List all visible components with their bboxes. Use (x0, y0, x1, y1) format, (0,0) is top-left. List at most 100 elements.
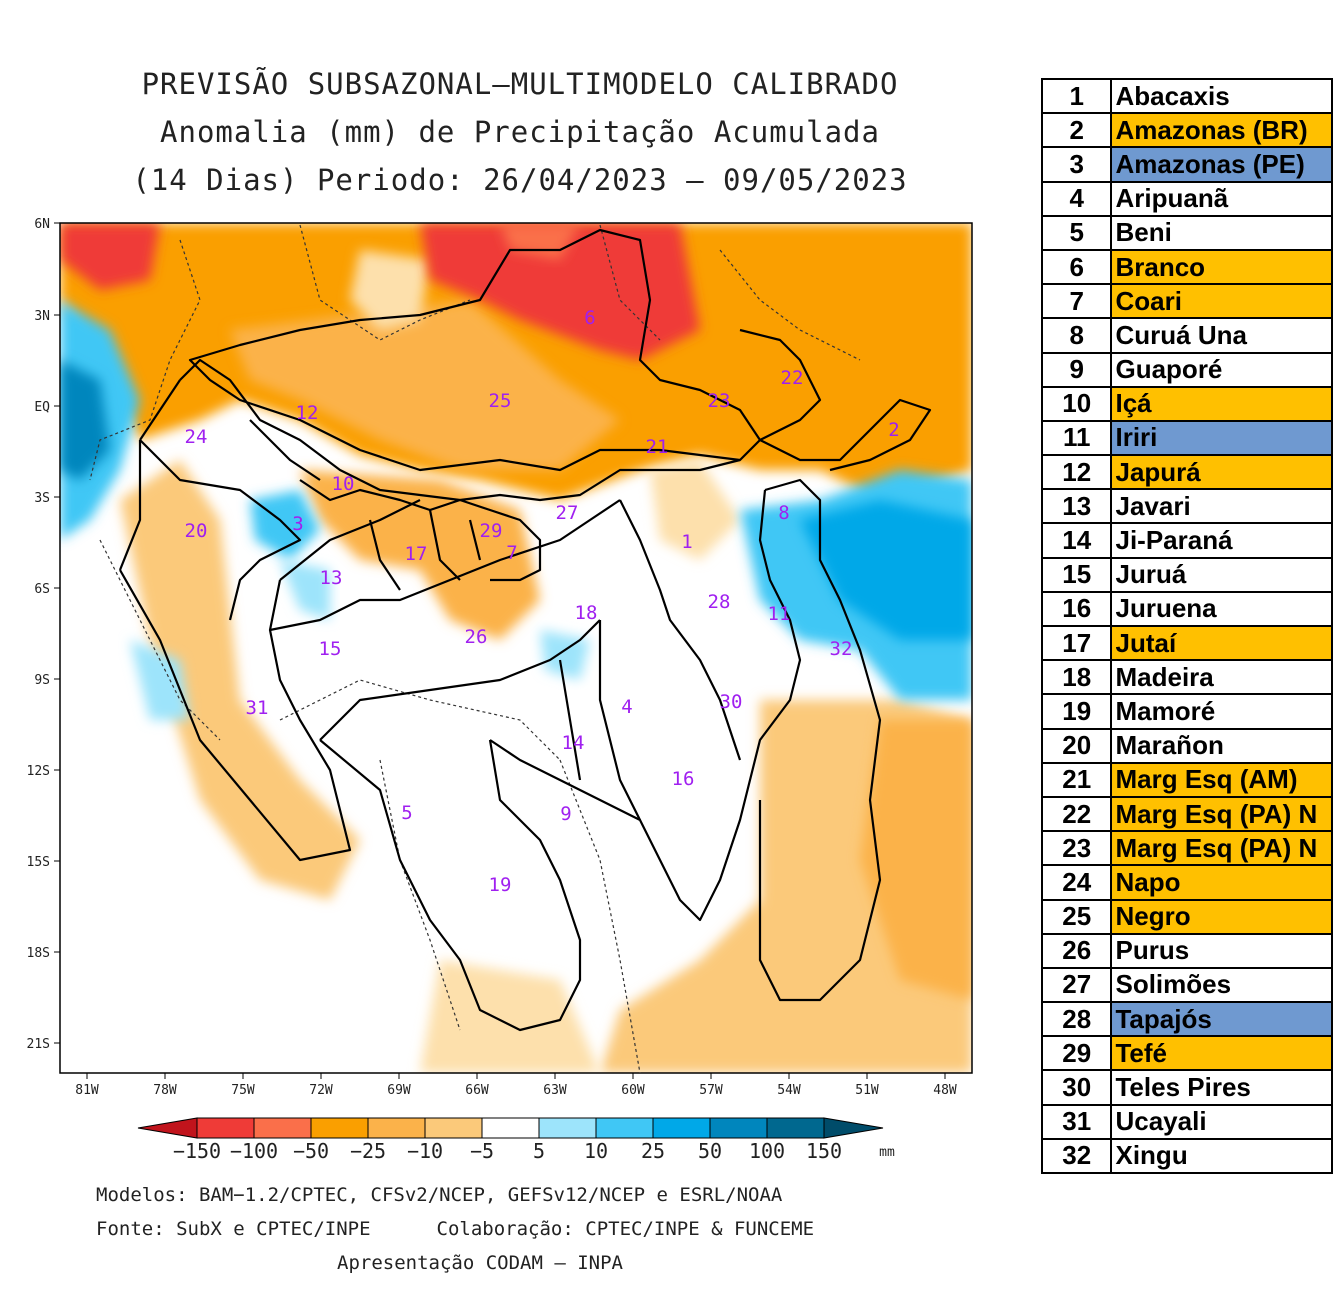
models-credit: Modelos: BAM−1.2/CPTEC, CFSv2/NCEP, GEFS… (96, 1184, 783, 1206)
lat-label-6n: 6N (34, 217, 50, 232)
lon-label-54w: 54W (777, 1083, 801, 1098)
basin-number: 6 (1040, 248, 1113, 286)
basin-row: 24 Napo (1040, 864, 1333, 901)
basin-number: 20 (1040, 727, 1113, 764)
basin-name: Solimões (1110, 966, 1333, 1004)
basin-label-20: 20 (185, 520, 208, 542)
credits: Modelos: BAM−1.2/CPTEC, CFSv2/NCEP, GEFS… (60, 1178, 960, 1280)
basin-label-3: 3 (292, 513, 303, 535)
basin-label-32: 32 (830, 638, 853, 660)
basin-label-4: 4 (621, 696, 632, 718)
country-borders (89, 224, 861, 1074)
legend-swatch-5 (424, 1117, 483, 1139)
legend-tick-2: −50 (293, 1139, 329, 1163)
basin-name: Tapajós (1110, 1001, 1333, 1038)
lat-label-eq: EQ (34, 400, 50, 415)
lon-label-51w: 51W (855, 1083, 879, 1098)
collab-credit: Colaboração: CPTEC/INPE & FUNCEME (436, 1218, 815, 1240)
basin-row: 16 Juruena (1040, 590, 1333, 628)
legend-swatch-8 (595, 1117, 654, 1139)
basin-number: 32 (1040, 1137, 1113, 1175)
lon-label-48w: 48W (933, 1083, 957, 1098)
map-title: PREVISÃO SUBSAZONAL—MULTIMODELO CALIBRAD… (60, 60, 980, 204)
lat-label-3s: 3S (34, 491, 50, 506)
lon-label-72w: 72W (309, 1083, 333, 1098)
legend-tick-11: 150 (806, 1139, 842, 1163)
basin-number: 5 (1040, 214, 1113, 251)
basin-name: Negro (1110, 898, 1333, 935)
title-line-1: PREVISÃO SUBSAZONAL—MULTIMODELO CALIBRAD… (141, 67, 899, 101)
basin-label-14: 14 (562, 732, 585, 754)
basin-number: 26 (1040, 932, 1113, 969)
basin-label-2: 2 (888, 419, 899, 441)
lat-label-21s: 21S (27, 1037, 50, 1052)
basin-name: Napo (1110, 864, 1333, 901)
basin-label-22: 22 (781, 367, 804, 389)
basin-name: Teles Pires (1110, 1069, 1333, 1106)
lon-label-60w: 60W (621, 1083, 645, 1098)
basin-row: 21 Marg Esq (AM) (1040, 761, 1333, 798)
basin-row: 5 Beni (1040, 214, 1333, 251)
basin-number-labels: 1 2 3 4 5 6 7 8 9 10 11 12 13 14 15 16 1… (185, 307, 900, 896)
basin-number: 1 (1040, 77, 1113, 115)
basin-row: 11 Iriri (1040, 419, 1333, 457)
color-legend (137, 1117, 884, 1139)
basin-name: Abacaxis (1110, 77, 1333, 115)
basin-number: 10 (1040, 385, 1113, 422)
basin-name: Amazonas (PE) (1110, 146, 1333, 183)
basin-name: Marg Esq (PA) N (1110, 795, 1333, 833)
basin-label-8: 8 (778, 502, 789, 524)
basin-number: 13 (1040, 488, 1113, 525)
basin-name: Beni (1110, 214, 1333, 251)
legend-swatch-11 (766, 1117, 825, 1139)
basin-label-10: 10 (332, 473, 355, 495)
basin-row: 32 Xingu (1040, 1137, 1333, 1175)
basin-row: 31 Ucayali (1040, 1103, 1333, 1140)
latitude-axis: 6N 3N EQ 3S 6S 9S 12S 15S 18S 21S (27, 217, 60, 1052)
title-line-3: (14 Dias) Periodo: 26/04/2023 — 09/05/20… (132, 163, 908, 197)
legend-swatch-9 (652, 1117, 711, 1139)
basin-number: 15 (1040, 556, 1113, 593)
basin-number: 22 (1040, 795, 1113, 833)
basin-label-9: 9 (560, 803, 571, 825)
basin-label-28: 28 (708, 591, 731, 613)
basin-name: Jutaí (1110, 624, 1333, 662)
basin-name: Purus (1110, 932, 1333, 969)
basin-label-26: 26 (465, 626, 488, 648)
basin-number: 21 (1040, 761, 1113, 798)
legend-swatch-4 (367, 1117, 426, 1139)
legend-tick-10: 100 (749, 1139, 785, 1163)
basin-row: 22 Marg Esq (PA) N (1040, 795, 1333, 833)
basin-name: Tefé (1110, 1035, 1333, 1072)
basin-number: 3 (1040, 146, 1113, 183)
basin-row: 18 Madeira (1040, 659, 1333, 696)
basin-name: Guaporé (1110, 351, 1333, 388)
basin-label-25: 25 (489, 390, 512, 412)
legend-tick-1: −100 (230, 1139, 278, 1163)
basin-row: 27 Solimões (1040, 966, 1333, 1004)
title-line-2: Anomalia (mm) de Precipitação Acumulada (160, 115, 880, 149)
lon-label-66w: 66W (465, 1083, 489, 1098)
legend-tick-labels: −150 −100 −50 −25 −10 −5 5 10 25 50 100 … (173, 1139, 895, 1163)
lat-label-9s: 9S (34, 673, 50, 688)
basin-number: 31 (1040, 1103, 1113, 1140)
basin-number: 29 (1040, 1035, 1113, 1072)
basin-row: 23 Marg Esq (PA) N (1040, 830, 1333, 867)
basin-label-19: 19 (489, 874, 512, 896)
basin-row: 10 Içá (1040, 385, 1333, 422)
basin-name: Marañon (1110, 727, 1333, 764)
basin-name: Branco (1110, 248, 1333, 286)
basin-name: Japurá (1110, 454, 1333, 491)
basin-number: 30 (1040, 1069, 1113, 1106)
basin-label-16: 16 (672, 768, 695, 790)
basin-name: Marg Esq (AM) (1110, 761, 1333, 798)
basin-name: Madeira (1110, 659, 1333, 696)
basin-number: 18 (1040, 659, 1113, 696)
basin-number: 12 (1040, 454, 1113, 491)
legend-tick-7: 10 (584, 1139, 608, 1163)
basin-row: 14 Ji-Paraná (1040, 522, 1333, 559)
basin-row: 13 Javari (1040, 488, 1333, 525)
lon-label-81w: 81W (75, 1083, 99, 1098)
legend-tick-6: 5 (533, 1139, 545, 1163)
basin-number: 27 (1040, 966, 1113, 1004)
